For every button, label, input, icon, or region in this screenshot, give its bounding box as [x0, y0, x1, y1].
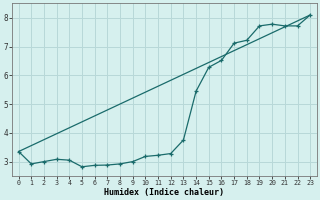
X-axis label: Humidex (Indice chaleur): Humidex (Indice chaleur) [104, 188, 224, 197]
